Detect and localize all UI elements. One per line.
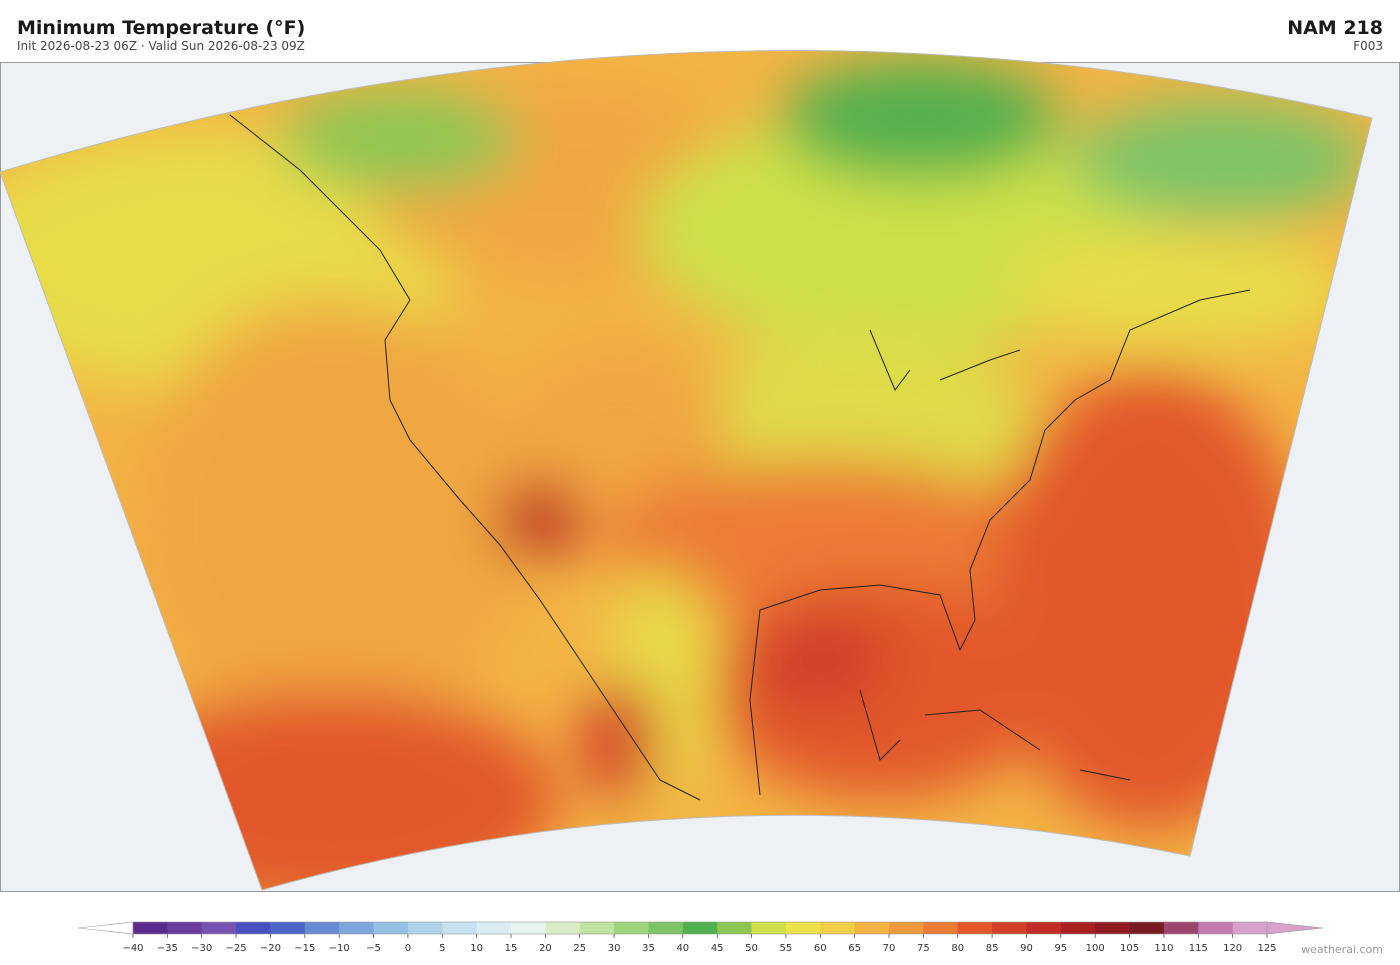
tick-label: 85 [986,943,999,954]
tick-label: 105 [1120,943,1139,954]
tick-label: 15 [505,943,518,954]
color-bin [957,922,993,934]
color-bin [579,922,615,934]
tick-label: 65 [848,943,861,954]
forecast-hour: F003 [1353,39,1383,53]
color-bin [923,922,959,934]
color-bin [1026,922,1062,934]
color-bin [1198,922,1234,934]
color-bin [270,922,306,934]
subtitle: Init 2026-08-23 06Z · Valid Sun 2026-08-… [17,39,305,53]
tick-label: −20 [260,943,281,954]
color-bin [545,922,581,934]
color-bin [304,922,340,934]
tick-label: −15 [294,943,315,954]
color-bin [648,922,684,934]
color-bin [407,922,443,934]
color-bin [442,922,478,934]
tick-label: 30 [608,943,621,954]
tick-label: 80 [951,943,964,954]
colorbar-frame [132,921,1268,935]
tick-label: −30 [191,943,212,954]
color-bin [1095,922,1131,934]
colorbar: −40 −35 −30 −25 −20 −15 −10 −5 0 5 10 15 20 25 30 35 40 4… [77,921,1324,954]
under-extension [77,921,134,935]
title: Minimum Temperature (°F) [17,17,305,39]
color-bin [167,922,203,934]
tick-label: 90 [1020,943,1033,954]
color-bin [373,922,409,934]
map [0,50,1400,892]
color-bin [854,922,890,934]
tick-label: 20 [539,943,552,954]
tick-label: −25 [226,943,247,954]
tick-label: 10 [470,943,483,954]
color-bin [1232,922,1268,934]
color-bin [717,922,753,934]
coastlines [229,114,1251,801]
color-bin [1163,922,1199,934]
watermark: weatherai.com [1301,943,1383,956]
tick-label: 75 [917,943,930,954]
color-bin [992,922,1027,934]
tick-label: 60 [814,943,827,954]
color-bin [614,922,649,934]
tick-label: −10 [329,943,350,954]
color-bin [751,922,787,934]
tick-label: 40 [676,943,689,954]
tick-label: 35 [642,943,655,954]
tick-label: 25 [573,943,586,954]
color-bin [236,922,271,934]
tick-label: 5 [439,943,445,954]
tick-label: 110 [1154,943,1173,954]
color-bin [1129,922,1165,934]
color-bin [1060,922,1096,934]
tick-label: 70 [883,943,896,954]
tick-label: 115 [1189,943,1208,954]
color-bin [339,922,375,934]
tick-label: 45 [711,943,724,954]
color-bin [682,922,718,934]
over-extension [1266,921,1324,935]
tick-label: −40 [122,943,143,954]
tick-label: 55 [780,943,793,954]
color-bin [133,922,168,934]
color-bin [201,922,237,934]
tick-label: 125 [1257,943,1276,954]
tick-label: 100 [1086,943,1105,954]
color-bin [511,922,546,934]
tick-label: −35 [157,943,178,954]
color-bin [476,922,512,934]
tick-label: 95 [1054,943,1067,954]
tick-label: 120 [1223,943,1242,954]
tick-label: 50 [745,943,758,954]
tick-label: 0 [405,943,411,954]
color-bin [785,922,821,934]
color-bin [889,922,924,934]
color-bin [820,922,856,934]
tick-label: −5 [366,943,381,954]
model: NAM 218 [1287,17,1383,39]
